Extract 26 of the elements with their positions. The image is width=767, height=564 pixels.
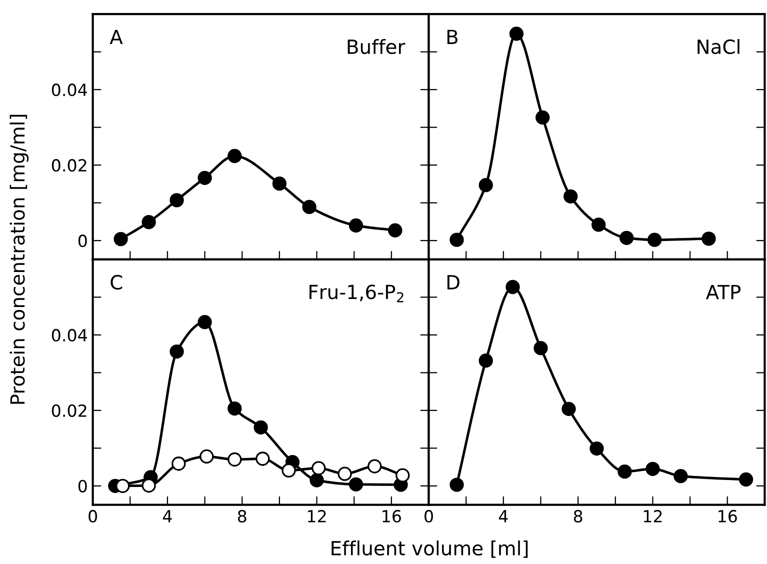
x-tick-label: 16 xyxy=(382,510,401,523)
y-tick-label: 0 xyxy=(78,234,87,248)
x-tick-label: 16 xyxy=(718,510,737,523)
x-tick-label: 8 xyxy=(238,510,246,523)
annotation: A xyxy=(110,30,123,44)
annotation: D xyxy=(447,275,460,290)
x-axis-title: Effluent volume [ml] xyxy=(332,540,528,558)
x-tick-label: 4 xyxy=(162,510,172,522)
x-tick-label: 12 xyxy=(308,510,326,522)
text: NaCl xyxy=(698,39,740,54)
y-tick-label: 0.02 xyxy=(52,159,86,172)
y-tick-label: 0.04 xyxy=(52,84,88,96)
y-tick-label: 0.04 xyxy=(52,328,88,342)
text: Fru-1,6-P$_{2}$ xyxy=(310,284,404,302)
x-tick-label: 12 xyxy=(644,510,662,522)
annotation: C xyxy=(110,274,122,290)
text: ATP xyxy=(706,284,741,300)
y-tick-label: 0 xyxy=(78,480,87,492)
annotation: B xyxy=(447,30,458,44)
x-tick-label: 0 xyxy=(424,510,433,523)
x-tick-label: 0 xyxy=(88,510,97,523)
x-tick-label: 8 xyxy=(574,510,582,523)
text: Buffer xyxy=(348,39,406,54)
x-tick-label: 4 xyxy=(498,510,508,522)
y-axis-title: Protein concentration [mg/ml] xyxy=(10,114,29,404)
y-tick-label: 0.02 xyxy=(52,404,86,417)
